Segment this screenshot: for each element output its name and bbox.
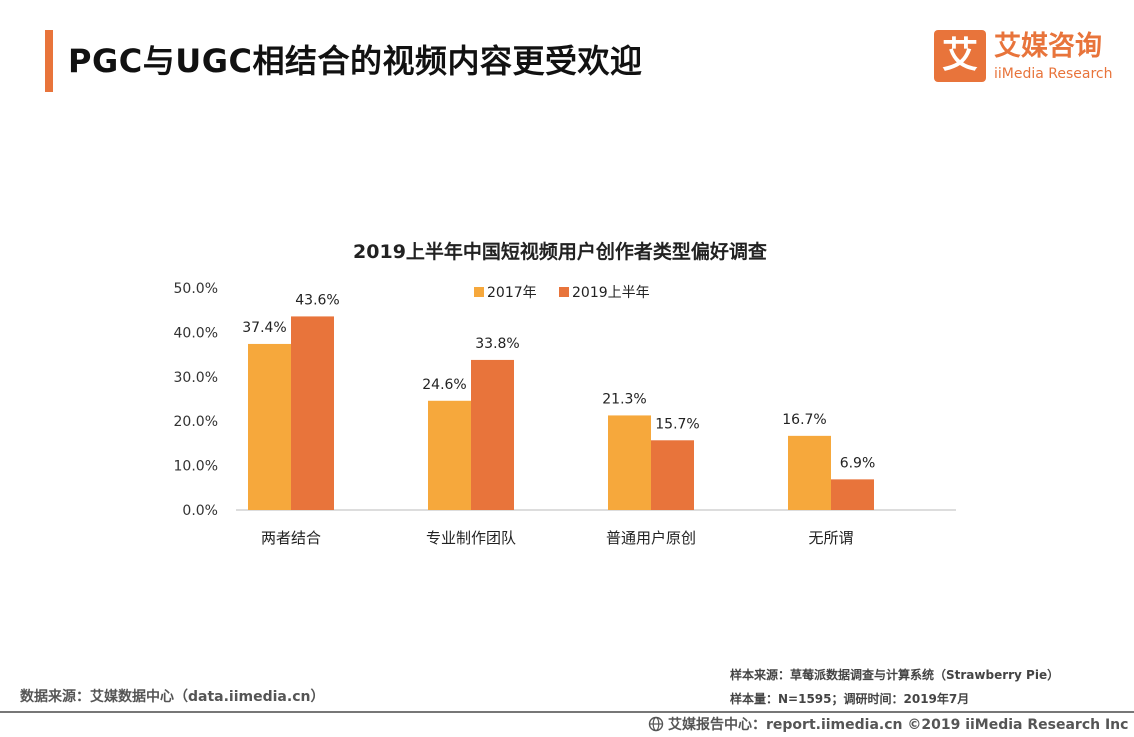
bar: [608, 415, 651, 510]
legend-label: 2019上半年: [572, 285, 650, 301]
y-tick-label: 30.0%: [174, 370, 218, 386]
data-source: 数据来源：艾媒数据中心（data.iimedia.cn）: [20, 689, 325, 705]
y-tick-label: 50.0%: [174, 281, 218, 297]
logo-name-cn: 艾媒咨询: [994, 31, 1102, 62]
bars: [248, 316, 874, 510]
category-labels: 两者结合 专业制作团队 普通用户原创 无所谓: [261, 529, 854, 547]
y-axis-ticks: 0.0% 10.0% 20.0% 30.0% 40.0% 50.0%: [174, 281, 218, 519]
bar: [788, 435, 831, 510]
legend-swatch: [474, 287, 484, 297]
data-label: 21.3%: [602, 391, 646, 407]
y-tick-label: 0.0%: [182, 503, 218, 519]
bar: [471, 359, 514, 510]
bar: [428, 400, 471, 510]
category-label: 专业制作团队: [426, 529, 516, 547]
logo-mark-text: 艾: [941, 35, 978, 76]
sample-source: 样本来源：草莓派数据调查与计算系统（Strawberry Pie）: [730, 668, 1060, 682]
value-labels: 37.4% 43.6% 24.6% 33.8% 21.3% 15.7% 16.7% 6.9%: [242, 292, 875, 471]
page-title: PGC与UGC相结合的视频内容更受欢迎: [68, 42, 643, 80]
data-label: 16.7%: [782, 412, 826, 428]
logo-mark: 艾: [934, 30, 986, 82]
y-tick-label: 40.0%: [174, 325, 218, 341]
chart-title: 2019上半年中国短视频用户创作者类型偏好调查: [353, 240, 768, 263]
category-label: 普通用户原创: [606, 529, 696, 547]
data-label: 6.9%: [840, 455, 876, 471]
legend-label: 2017年: [487, 285, 537, 301]
legend: 2017年 2019上半年: [474, 285, 650, 301]
y-tick-label: 20.0%: [174, 414, 218, 430]
category-label: 两者结合: [261, 529, 321, 547]
bar: [248, 343, 291, 510]
bar: [651, 440, 694, 510]
bar: [831, 479, 874, 510]
bar: [291, 316, 334, 510]
footer-copyright-text: 艾媒报告中心：report.iimedia.cn ©2019 iiMedia R…: [668, 717, 1129, 733]
data-label: 15.7%: [655, 416, 699, 432]
data-label: 37.4%: [242, 320, 286, 336]
title-accent-bar: [45, 30, 53, 92]
data-label: 43.6%: [295, 292, 339, 308]
legend-swatch: [559, 287, 569, 297]
footer-divider: [0, 711, 1134, 713]
sample-size: 样本量：N=1595；调研时间：2019年7月: [730, 692, 970, 706]
data-label: 33.8%: [475, 336, 519, 352]
data-label: 24.6%: [422, 377, 466, 393]
y-tick-label: 10.0%: [174, 459, 218, 475]
logo-name-en: iiMedia Research: [994, 66, 1113, 82]
iimedia-logo: 艾 艾媒咨询 iiMedia Research: [934, 30, 1114, 86]
globe-icon: [648, 716, 664, 732]
category-label: 无所谓: [808, 529, 853, 547]
footer-copyright: 艾媒报告中心：report.iimedia.cn ©2019 iiMedia R…: [648, 714, 1128, 734]
